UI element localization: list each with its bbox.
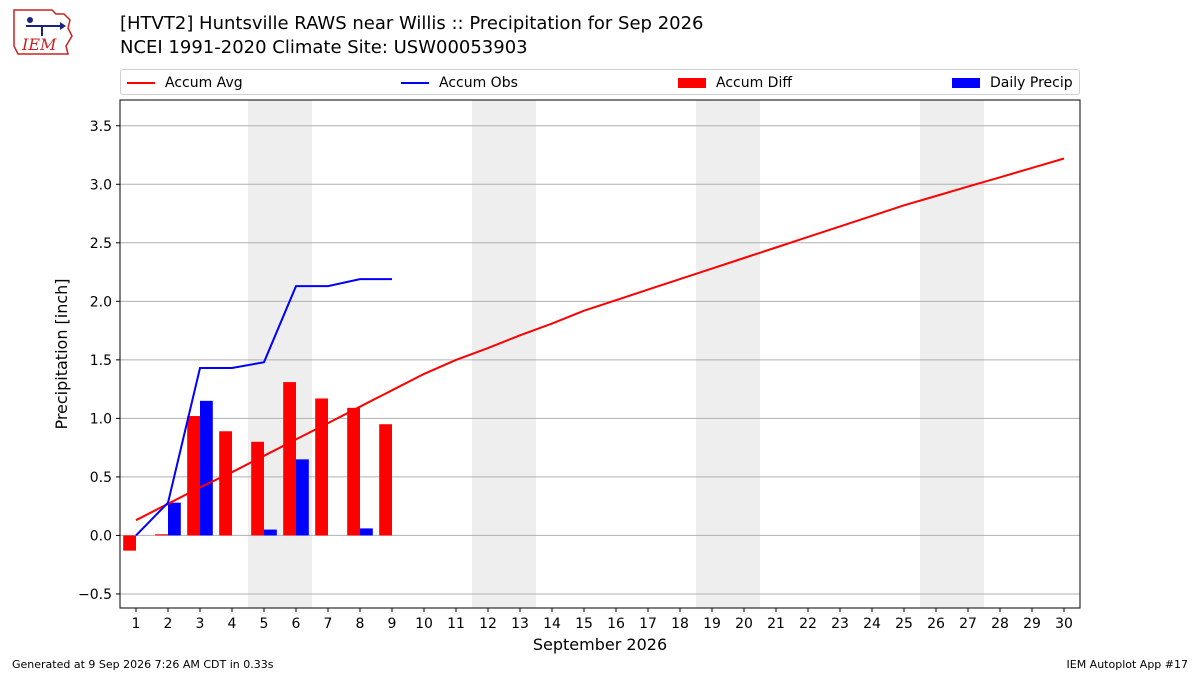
- footer-generated: Generated at 9 Sep 2026 7:26 AM CDT in 0…: [12, 658, 274, 671]
- x-tick-label: 30: [1055, 616, 1073, 632]
- x-tick-label: 25: [895, 616, 913, 632]
- x-axis-label: September 2026: [533, 635, 667, 654]
- daily-precip-bar: [296, 459, 309, 536]
- x-tick-label: 22: [799, 616, 817, 632]
- daily-precip-bar: [360, 528, 373, 536]
- x-tick-label: 13: [511, 616, 529, 632]
- legend-swatch-accum-diff: [678, 78, 706, 88]
- legend-label-accum-diff: Accum Diff: [716, 75, 793, 91]
- x-tick-label: 20: [735, 616, 753, 632]
- accum-obs-line: [135, 278, 392, 537]
- x-tick-label: 29: [1023, 616, 1041, 632]
- plot-frame: [119, 99, 1081, 609]
- y-tick-label: 0.0: [90, 528, 112, 544]
- chart-subtitle: NCEI 1991-2020 Climate Site: USW00053903: [120, 37, 528, 58]
- x-tick-label: 1: [132, 616, 141, 632]
- legend-item-accum-diff: Accum Diff: [678, 74, 792, 92]
- x-tick-label: 7: [324, 616, 333, 632]
- logo-text: IEM: [21, 35, 57, 54]
- daily-precip-bar: [168, 502, 181, 536]
- accum-diff-bar: [187, 416, 200, 536]
- x-tick-label: 15: [575, 616, 593, 632]
- accum-diff-bar: [155, 534, 168, 536]
- y-tick-label: 2.5: [90, 236, 112, 252]
- x-tick-label: 6: [292, 616, 301, 632]
- x-tick-label: 24: [863, 616, 881, 632]
- vane-arrow-icon: [60, 22, 66, 30]
- daily-precip-bar: [264, 529, 277, 536]
- accum-diff-bar: [123, 535, 136, 551]
- accum-diff-bar: [315, 398, 328, 536]
- x-tick-label: 14: [543, 616, 561, 632]
- x-tick-label: 19: [703, 616, 721, 632]
- x-tick-label: 21: [767, 616, 785, 632]
- accum-avg-line: [135, 157, 1065, 522]
- accum-diff-bar: [251, 441, 264, 536]
- legend-label-daily-precip: Daily Precip: [990, 75, 1073, 91]
- daily-precip-bar: [200, 400, 213, 536]
- accum-diff-bar: [219, 431, 232, 536]
- legend-label-accum-obs: Accum Obs: [439, 75, 518, 91]
- y-tick-label: 1.0: [90, 411, 112, 427]
- legend-swatch-daily-precip: [952, 78, 980, 88]
- legend-item-daily-precip: Daily Precip: [952, 74, 1073, 92]
- x-tick-label: 16: [607, 616, 625, 632]
- x-tick-label: 23: [831, 616, 849, 632]
- x-tick-label: 17: [639, 616, 657, 632]
- x-tick-label: 2: [164, 616, 173, 632]
- accum-diff-bar: [283, 382, 296, 536]
- weekend-shade-4: [920, 100, 984, 608]
- legend-label-accum-avg: Accum Avg: [165, 75, 243, 91]
- iem-logo: IEM: [13, 9, 73, 55]
- x-tick-label: 5: [260, 616, 269, 632]
- x-tick-label: 3: [196, 616, 205, 632]
- x-tick-label: 11: [447, 616, 465, 632]
- accum-diff-bar: [347, 407, 360, 536]
- legend-swatch-accum-avg: [127, 82, 155, 84]
- x-tick-label: 27: [959, 616, 977, 632]
- x-tick-label: 9: [388, 616, 397, 632]
- x-tick-label: 26: [927, 616, 945, 632]
- legend-item-accum-obs: Accum Obs: [401, 74, 518, 92]
- y-tick-label: 1.5: [90, 353, 112, 369]
- x-tick-label: 8: [356, 616, 365, 632]
- y-tick-label: −0.5: [78, 587, 112, 603]
- y-tick-label: 2.0: [90, 294, 112, 310]
- x-tick-label: 12: [479, 616, 497, 632]
- weekend-shade-3: [696, 100, 760, 608]
- weekend-shade-2: [472, 100, 536, 608]
- x-tick-label: 10: [415, 616, 433, 632]
- x-tick-label: 28: [991, 616, 1009, 632]
- x-tick-label: 4: [228, 616, 237, 632]
- legend-item-accum-avg: Accum Avg: [127, 74, 243, 92]
- y-tick-label: 0.5: [90, 470, 112, 486]
- footer-app-id: IEM Autoplot App #17: [1066, 658, 1189, 671]
- legend-swatch-accum-obs: [401, 82, 429, 84]
- x-tick-label: 18: [671, 616, 689, 632]
- anemometer-cup-icon: [27, 17, 33, 23]
- chart-title: [HTVT2] Huntsville RAWS near Willis :: P…: [120, 13, 704, 34]
- legend: Accum Avg Accum Obs Accum Diff Daily Pre…: [120, 69, 1080, 95]
- accum-diff-bar: [379, 424, 392, 536]
- y-axis-label: Precipitation [inch]: [52, 278, 71, 429]
- y-tick-label: 3.0: [90, 177, 112, 193]
- y-tick-label: 3.5: [90, 119, 112, 135]
